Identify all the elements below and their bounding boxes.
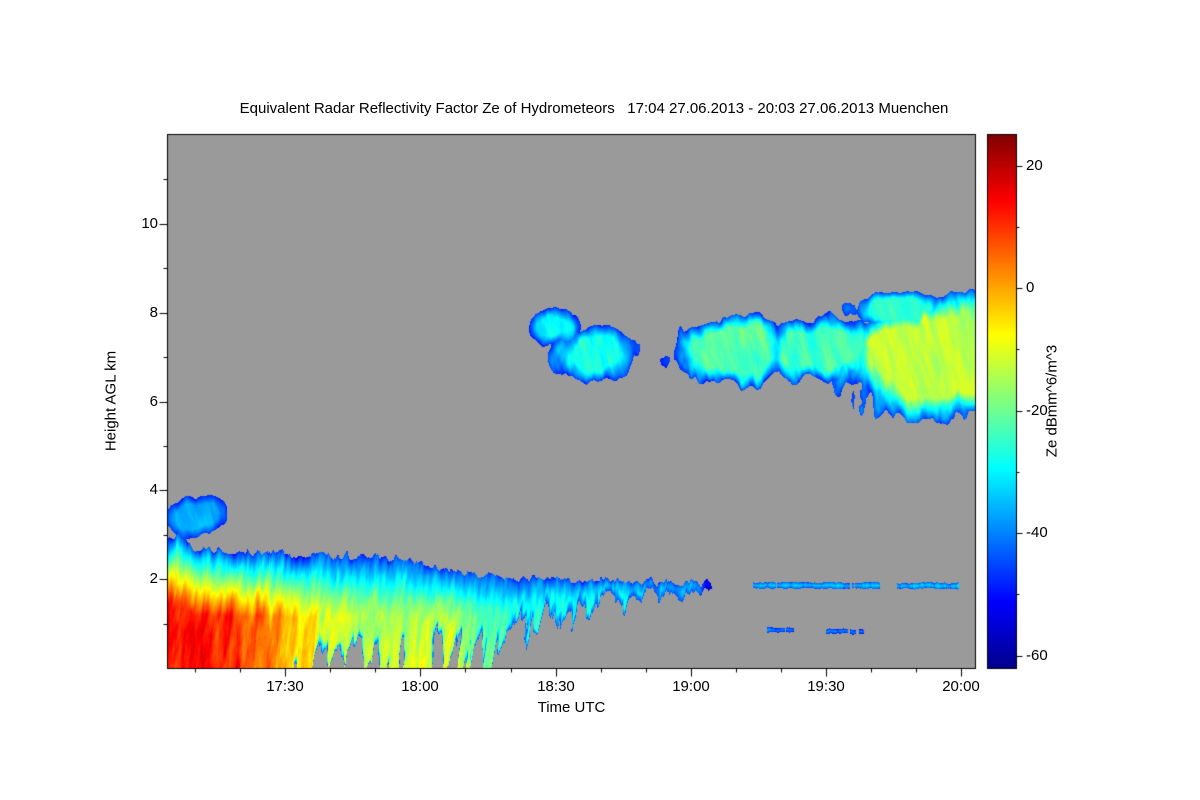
colorbar-tick-label: 0 <box>1026 279 1035 296</box>
colorbar-tick-label: 20 <box>1026 157 1043 174</box>
x-tick-label: 17:30 <box>266 678 304 695</box>
y-tick-label: 8 <box>149 304 158 321</box>
y-tick-label: 6 <box>149 393 158 410</box>
y-tick-label: 4 <box>149 481 158 498</box>
y-tick-label: 10 <box>141 215 158 232</box>
colorbar-tick-label: -60 <box>1026 647 1048 664</box>
chart-title: Equivalent Radar Reflectivity Factor Ze … <box>239 100 949 117</box>
x-tick-label: 20:00 <box>942 678 980 695</box>
x-tick-label: 18:00 <box>401 678 439 695</box>
colorbar-tick-label: -20 <box>1026 402 1048 419</box>
y-tick-label: 2 <box>149 570 158 587</box>
colorbar-label: Ze dBmm^6/m^3 <box>1043 344 1061 458</box>
x-axis-label: Time UTC <box>537 699 606 716</box>
x-tick-label: 19:00 <box>672 678 710 695</box>
x-tick-label: 18:30 <box>537 678 575 695</box>
colorbar-tick-label: -40 <box>1026 524 1048 541</box>
x-tick-label: 19:30 <box>807 678 845 695</box>
